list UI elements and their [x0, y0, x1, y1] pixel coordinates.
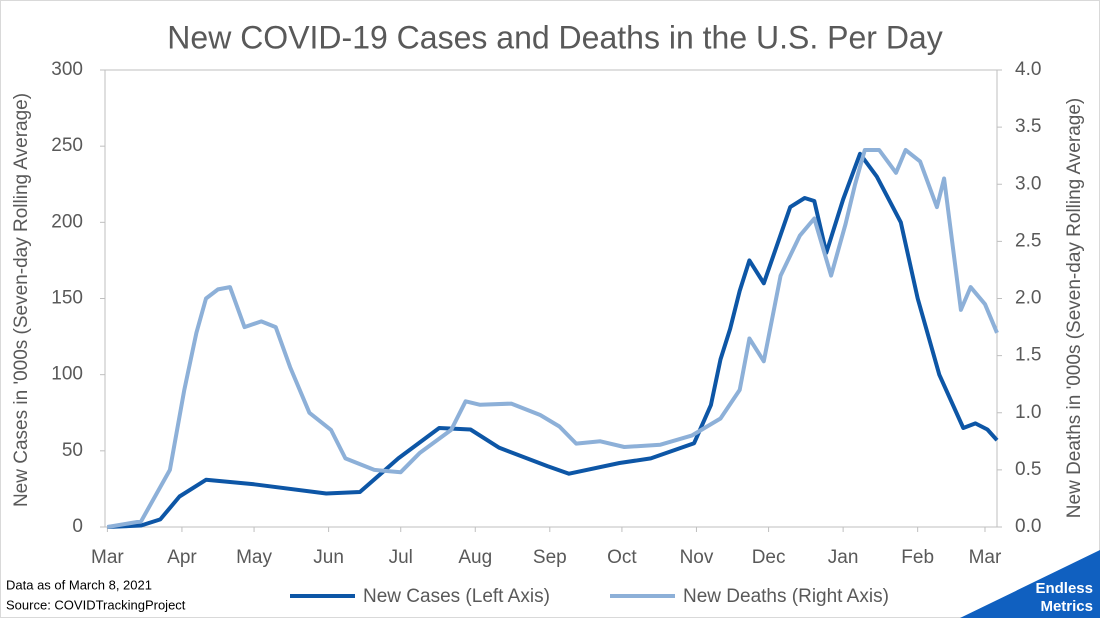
x-tick-label: Jul: [389, 547, 413, 568]
x-tick-label: May: [236, 547, 272, 568]
logo-text: Metrics: [1040, 598, 1093, 615]
legend-label: New Deaths (Right Axis): [683, 586, 889, 607]
x-tick-label: Feb: [901, 547, 934, 568]
y2-tick-label: 2.5: [1015, 230, 1041, 251]
y-tick-label: 0: [72, 516, 83, 537]
series-line: [107, 148, 999, 529]
y-tick-label: 100: [51, 364, 83, 385]
chart-title: New COVID-19 Cases and Deaths in the U.S…: [167, 19, 942, 55]
y2-tick-label: 2.0: [1015, 288, 1041, 309]
note: Data as of March 8, 2021: [6, 577, 152, 592]
y2-tick-label: 1.0: [1015, 402, 1041, 423]
x-tick-label: Jun: [313, 547, 344, 568]
x-tick-label: Dec: [752, 547, 786, 568]
y2-tick-label: 3.0: [1015, 173, 1041, 194]
y2-tick-label: 3.5: [1015, 116, 1041, 137]
x-tick-label: Sep: [533, 547, 567, 568]
y-tick-label: 200: [51, 211, 83, 232]
x-tick-label: Mar: [969, 547, 1002, 568]
x-tick-label: Jan: [828, 547, 859, 568]
y2-tick-label: 1.5: [1015, 345, 1041, 366]
y2-tick-label: 4.0: [1015, 59, 1041, 80]
x-tick-label: Nov: [680, 547, 714, 568]
y-tick-label: 150: [51, 288, 83, 309]
x-tick-label: Oct: [607, 547, 637, 568]
y-tick-label: 300: [51, 59, 83, 80]
logo-shape: [960, 550, 1100, 618]
y-tick-label: 50: [62, 440, 83, 461]
y-tick-label: 250: [51, 135, 83, 156]
x-tick-label: Apr: [167, 547, 197, 568]
x-tick-label: Aug: [458, 547, 492, 568]
source: Source: COVIDTrackingProject: [6, 597, 186, 612]
y-axis-label: New Cases in '000s (Seven-day Rolling Av…: [11, 93, 32, 507]
y2-tick-label: 0.0: [1015, 516, 1041, 537]
logo-text: Endless: [1035, 580, 1093, 597]
y2-tick-label: 0.5: [1015, 459, 1041, 480]
legend-label: New Cases (Left Axis): [363, 586, 550, 607]
series-line: [107, 151, 999, 529]
y2-axis-label: New Deaths in '000s (Seven-day Rolling A…: [1064, 98, 1085, 518]
x-tick-label: Mar: [91, 547, 124, 568]
